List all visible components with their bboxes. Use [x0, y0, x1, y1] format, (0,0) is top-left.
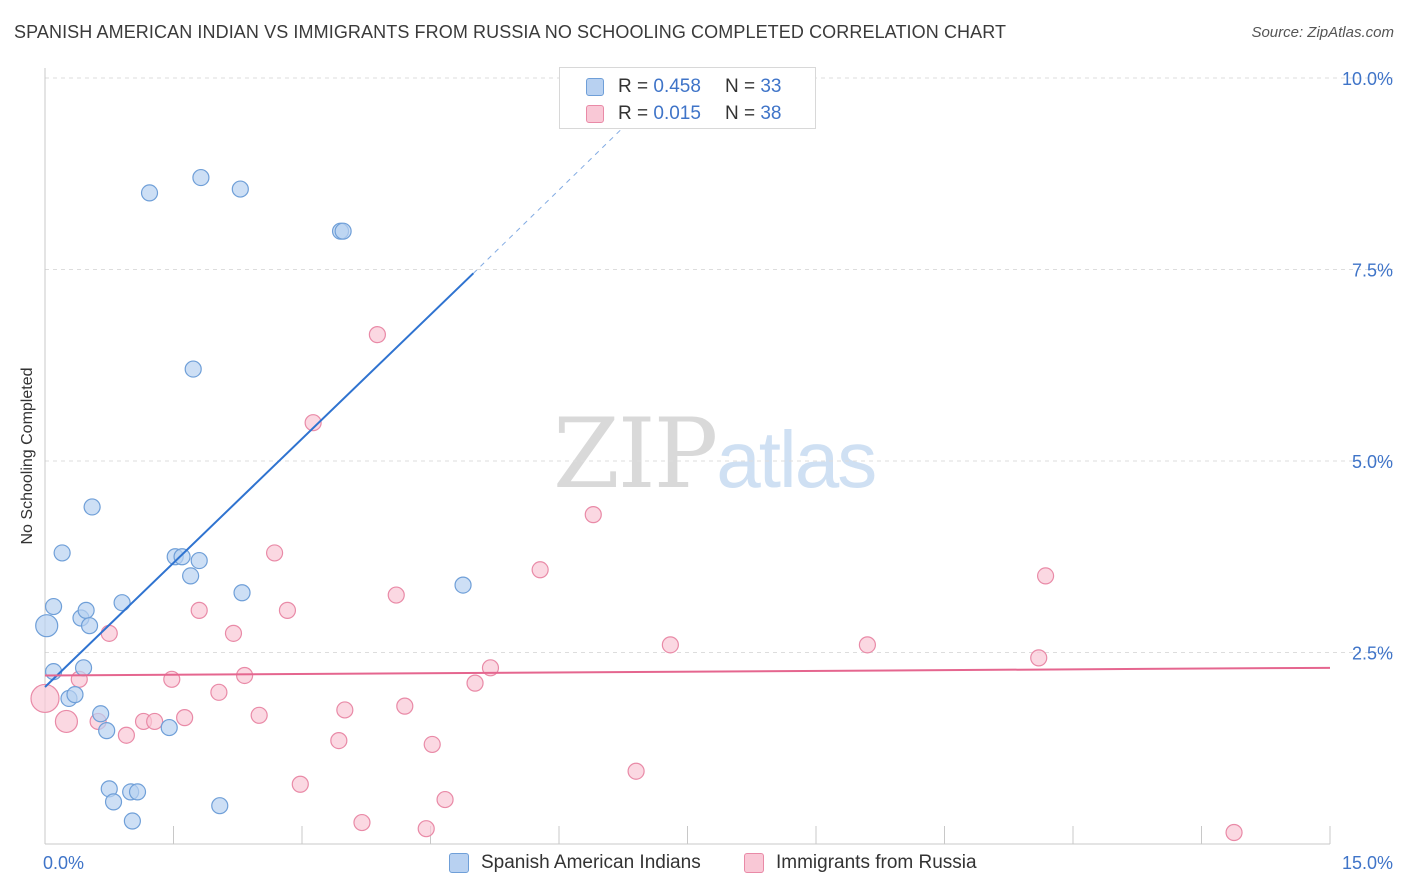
pink-point-0: [30, 683, 60, 714]
pink-point-10: [190, 601, 208, 619]
pink-point-28: [466, 674, 484, 692]
y-tick-label-2: 7.5%: [1352, 261, 1393, 281]
pink-point-32: [627, 762, 645, 780]
pink-point-24: [396, 697, 414, 715]
pink-point-33: [661, 636, 679, 654]
blue-point-5: [44, 663, 63, 681]
blue-point-4: [66, 686, 84, 704]
blue-point-21: [173, 548, 191, 566]
blue-point-29: [233, 584, 251, 602]
legend-swatch-spanish-american-indians: [449, 853, 469, 873]
legend-label-immigrants-from-russia: Immigrants from Russia: [776, 852, 977, 873]
pink-point-16: [278, 601, 297, 619]
chart-title: SPANISH AMERICAN INDIAN VS IMMIGRANTS FR…: [14, 22, 1007, 42]
legend-n-value-2: 38: [760, 103, 782, 124]
pink-point-11: [210, 683, 228, 701]
pink-point-35: [1036, 567, 1055, 585]
legend-n-label-2: N =: [724, 103, 756, 124]
legend-r-label-2: R =: [618, 103, 649, 124]
pink-point-12: [224, 624, 243, 642]
pink-point-9: [176, 709, 194, 727]
legend-row-series2: R = 0.015 N = 38: [586, 102, 781, 126]
legend-label-spanish-american-indians: Spanish American Indians: [481, 852, 701, 873]
legend-swatch-blue: [586, 78, 604, 96]
blue-point-15: [113, 594, 131, 612]
watermark: ZIPatlas: [553, 398, 877, 510]
y-tick-label-1: 5.0%: [1352, 452, 1393, 472]
legend-r-label-1: R =: [618, 76, 649, 97]
pink-point-15: [265, 544, 284, 562]
blue-point-8: [83, 498, 101, 516]
pink-point-19: [330, 731, 348, 750]
pink-point-5: [117, 726, 135, 744]
blue-point-23: [190, 551, 208, 570]
legend-r-value-2: 0.015: [653, 103, 701, 124]
blue-trend-line: [44, 272, 475, 688]
blue-point-28: [211, 797, 229, 815]
legend-swatch-immigrants-from-russia: [744, 853, 764, 873]
x-tick-label-1: 15.0%: [1342, 853, 1393, 873]
blue-point-1: [44, 597, 63, 616]
pink-point-36: [1030, 649, 1048, 667]
pink-point-25: [417, 820, 435, 838]
blue-point-27: [231, 180, 249, 198]
correlation-legend: R = 0.458 N = 33 R = 0.015 N = 38: [559, 67, 816, 129]
blue-point-19: [160, 718, 178, 737]
blue-point-26: [192, 168, 210, 187]
legend-swatch-pink: [586, 105, 604, 123]
blue-point-11: [92, 705, 110, 723]
legend-n-value-1: 33: [760, 76, 782, 97]
blue-point-17: [128, 783, 147, 801]
legend-r-value-1: 0.458: [653, 76, 701, 97]
blue-point-9: [77, 601, 95, 619]
blue-point-24: [184, 360, 202, 378]
blue-point-31: [334, 222, 352, 240]
blue-point-18: [123, 812, 141, 830]
pink-trend-line: [44, 666, 1331, 677]
watermark-atlas: atlas: [716, 415, 877, 504]
pink-point-4: [100, 624, 118, 642]
pink-point-20: [336, 701, 354, 719]
pink-point-7: [146, 712, 164, 731]
pink-point-22: [353, 813, 371, 832]
y-tick-label-3: 10.0%: [1342, 69, 1393, 89]
pink-point-1: [54, 709, 79, 734]
blue-point-2: [53, 544, 71, 562]
x-tick-label-0: 0.0%: [43, 853, 84, 873]
blue-point-14: [104, 793, 123, 811]
blue-point-32: [454, 576, 472, 594]
blue-point-12: [98, 722, 116, 740]
legend-n-label-1: N =: [724, 76, 756, 97]
blue-point-0: [35, 614, 59, 638]
watermark-zip: ZIP: [553, 398, 718, 510]
blue-point-25: [140, 184, 159, 202]
legend-row-series1: R = 0.458 N = 33: [586, 75, 781, 99]
pink-point-37: [1225, 823, 1243, 842]
legend-item-spanish-american-indians: Spanish American Indians: [449, 852, 701, 874]
blue-point-7: [74, 659, 93, 677]
pink-point-17: [291, 775, 309, 793]
pink-point-23: [387, 586, 405, 604]
source-credit: Source: ZipAtlas.com: [1251, 24, 1394, 41]
legend-item-immigrants-from-russia: Immigrants from Russia: [744, 852, 977, 874]
blue-point-22: [182, 567, 200, 585]
pink-point-14: [250, 706, 268, 724]
pink-point-27: [436, 790, 454, 809]
pink-point-31: [584, 506, 602, 524]
pink-point-18: [304, 414, 322, 432]
y-tick-label-0: 2.5%: [1352, 644, 1393, 664]
pink-point-26: [423, 735, 441, 754]
pink-point-13: [236, 666, 254, 685]
pink-point-30: [531, 561, 549, 579]
blue-point-10: [80, 617, 99, 635]
pink-point-34: [858, 636, 877, 654]
pink-point-21: [368, 326, 386, 344]
